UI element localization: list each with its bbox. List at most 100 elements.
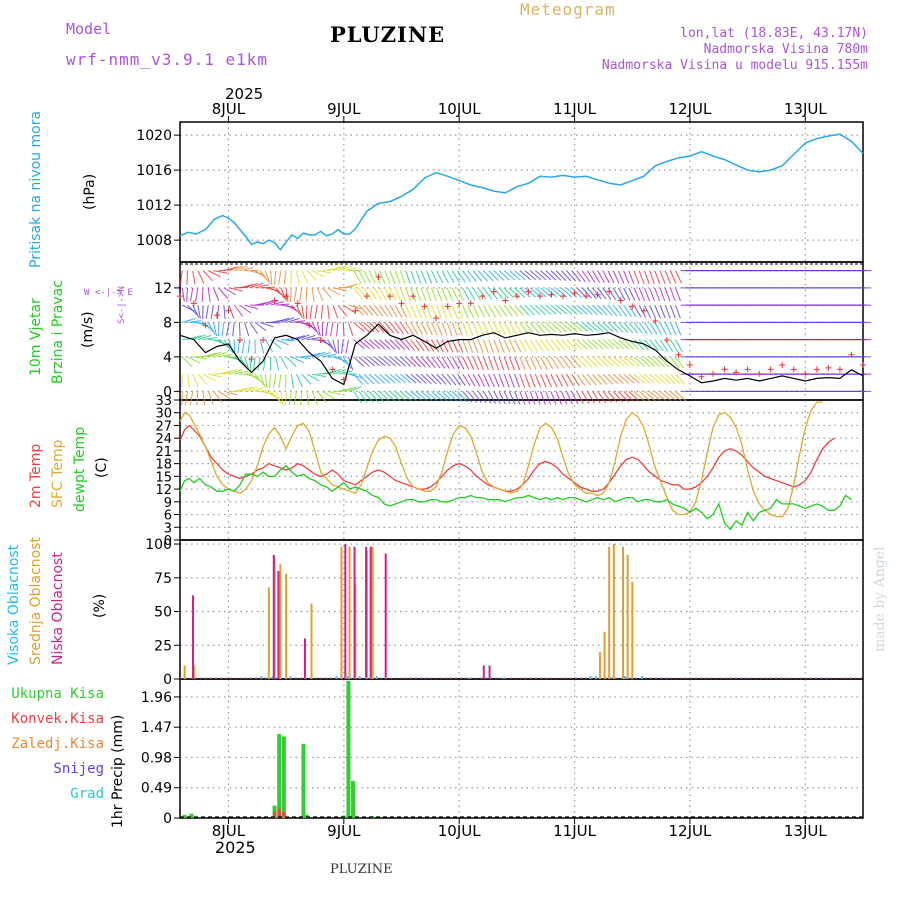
wind-barb [493, 373, 500, 388]
wind-barb [576, 373, 586, 386]
wind-barb [358, 270, 366, 284]
wind-gust-mark [640, 307, 647, 314]
wind-barb [223, 287, 237, 296]
wind-barb [327, 390, 342, 396]
wind-barb [182, 317, 196, 323]
model-altitude-text: Nadmorska Visina u modelu 915.155m [601, 58, 868, 73]
wind-barb [467, 373, 476, 387]
wind-barb [586, 391, 596, 404]
wind-barb [540, 339, 550, 352]
wind-barb [337, 370, 352, 375]
wind-barb [280, 391, 284, 406]
lonlat-text: lon,lat (18.83E, 43.17N) [680, 26, 868, 41]
wind-barb [425, 270, 433, 284]
day-label-top: 11JUL [553, 100, 596, 118]
wind-barb [607, 304, 618, 317]
wind-barb [534, 391, 541, 405]
wind-barb [467, 287, 476, 301]
wind-barbs [179, 265, 872, 406]
wind-gust-mark [490, 288, 497, 295]
wind-barb [477, 391, 487, 404]
wind-barb [472, 287, 481, 301]
wind-barb [675, 339, 683, 353]
wind-barb [283, 270, 287, 285]
wind-barb [384, 373, 396, 384]
wind-barb [431, 339, 439, 353]
wind-barb [208, 270, 221, 278]
cloud-bar-low_cloud [303, 638, 306, 679]
wind-barb [560, 322, 573, 333]
tick-label-cloud: 50 [154, 605, 172, 621]
wind-barb [503, 270, 516, 281]
wind-barb [571, 270, 581, 282]
cloud-bar-mid_cloud [612, 544, 615, 679]
day-label-bottom: 11JUL [553, 822, 596, 840]
wind-barb [555, 339, 566, 351]
wind-barb [420, 390, 433, 401]
wind-barb [529, 270, 542, 281]
wind-barb [462, 356, 470, 370]
wind-barb [602, 304, 613, 316]
wind-barb [472, 270, 483, 282]
wind-barb [212, 287, 220, 301]
wind-gust-mark [467, 300, 474, 307]
wind-gust-mark [583, 293, 590, 300]
wind-barb [223, 369, 238, 375]
wind-barb [264, 270, 271, 284]
tick-label-temp: 27 [155, 419, 172, 434]
wind-barb [586, 321, 599, 332]
wind-gust-mark [352, 307, 359, 314]
wind-barb [213, 352, 227, 358]
wind-barb [493, 287, 504, 299]
wind-barb [592, 339, 604, 350]
wind-barb [560, 270, 572, 282]
wind-barb [400, 373, 412, 384]
wind-barb [269, 374, 272, 389]
day-label-bottom: 9JUL [327, 822, 361, 840]
wind-barb [202, 391, 205, 406]
wind-barb [306, 322, 318, 333]
wind-barb [643, 287, 650, 302]
wind-barb [363, 304, 374, 317]
wind-barb [431, 270, 438, 284]
wind-gust-mark [513, 293, 520, 300]
wind-barb [218, 390, 231, 400]
wind-barb [218, 287, 229, 299]
wind-barb [296, 304, 303, 319]
wind-barb [654, 339, 664, 352]
wind-barb [425, 339, 435, 352]
wind-barb [576, 339, 588, 350]
wind-barb [233, 304, 244, 317]
cloud-bar-mid_cloud [371, 546, 374, 679]
wind-barb [654, 356, 665, 368]
wind-barb [482, 339, 489, 353]
wind-barb [524, 373, 531, 388]
wind-barb [190, 287, 194, 302]
wind-barb [576, 391, 584, 405]
precip-label-hail: Grad [70, 786, 104, 802]
wind-barb [597, 356, 609, 367]
wind-barb [467, 356, 475, 370]
wind-barb [394, 322, 404, 334]
wind-barb [545, 304, 557, 315]
wind-barb [576, 270, 586, 283]
wind-gust-mark [629, 303, 636, 310]
wind-barb [275, 356, 280, 371]
wind-barb [394, 356, 406, 367]
wind-barb [524, 339, 533, 353]
wind-barb [332, 287, 347, 292]
wind-barb [488, 373, 495, 388]
wind-barb [262, 356, 266, 371]
cloud-bar-low_cloud [369, 546, 372, 679]
wind-barb [415, 304, 422, 319]
wind-barb [550, 270, 562, 281]
precip-bar-conv_precip [277, 808, 281, 818]
wind-barb [226, 322, 230, 337]
tick-label-temp: 24 [155, 432, 172, 447]
wind-barb [669, 356, 680, 369]
wind-barb [675, 322, 682, 336]
wind-barb [275, 303, 290, 306]
wind-barb [306, 391, 309, 406]
wind-barb [669, 270, 677, 284]
wind-barb [353, 270, 362, 283]
